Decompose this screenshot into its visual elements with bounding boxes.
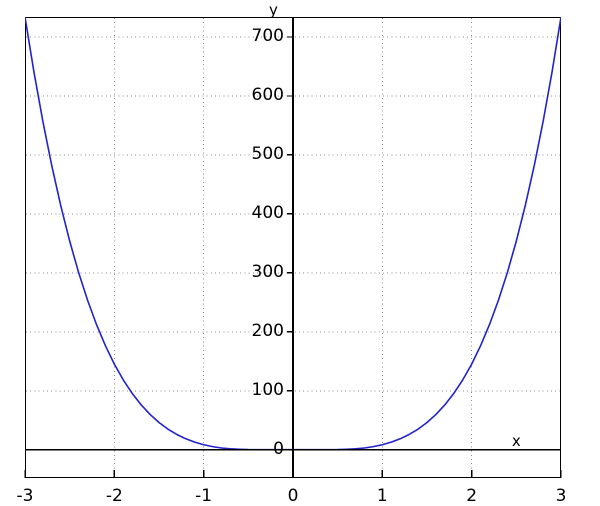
x-tick-label: -2 (105, 486, 123, 506)
plot-frame (25, 17, 561, 478)
x-tick-label: -3 (16, 486, 34, 506)
y-tick-label: 500 (251, 143, 284, 164)
x-axis-label: x (511, 431, 521, 450)
x-tick-label: 1 (376, 486, 388, 506)
x-tick-label: 3 (555, 486, 567, 506)
y-tick-label: 400 (251, 202, 284, 223)
y-tick-label: 700 (251, 26, 284, 47)
y-tick-label: 300 (251, 261, 284, 282)
y-tick-label: 600 (251, 84, 284, 105)
y-axis-label: y (269, 1, 278, 19)
x-tick-label: 0 (287, 486, 299, 506)
y-tick-label: 0 (273, 438, 284, 459)
x-tick-label: -1 (195, 486, 213, 506)
y-tick-label: 100 (251, 379, 284, 400)
y-tick-label: 200 (251, 320, 284, 341)
x-tick-label: 2 (466, 486, 478, 506)
